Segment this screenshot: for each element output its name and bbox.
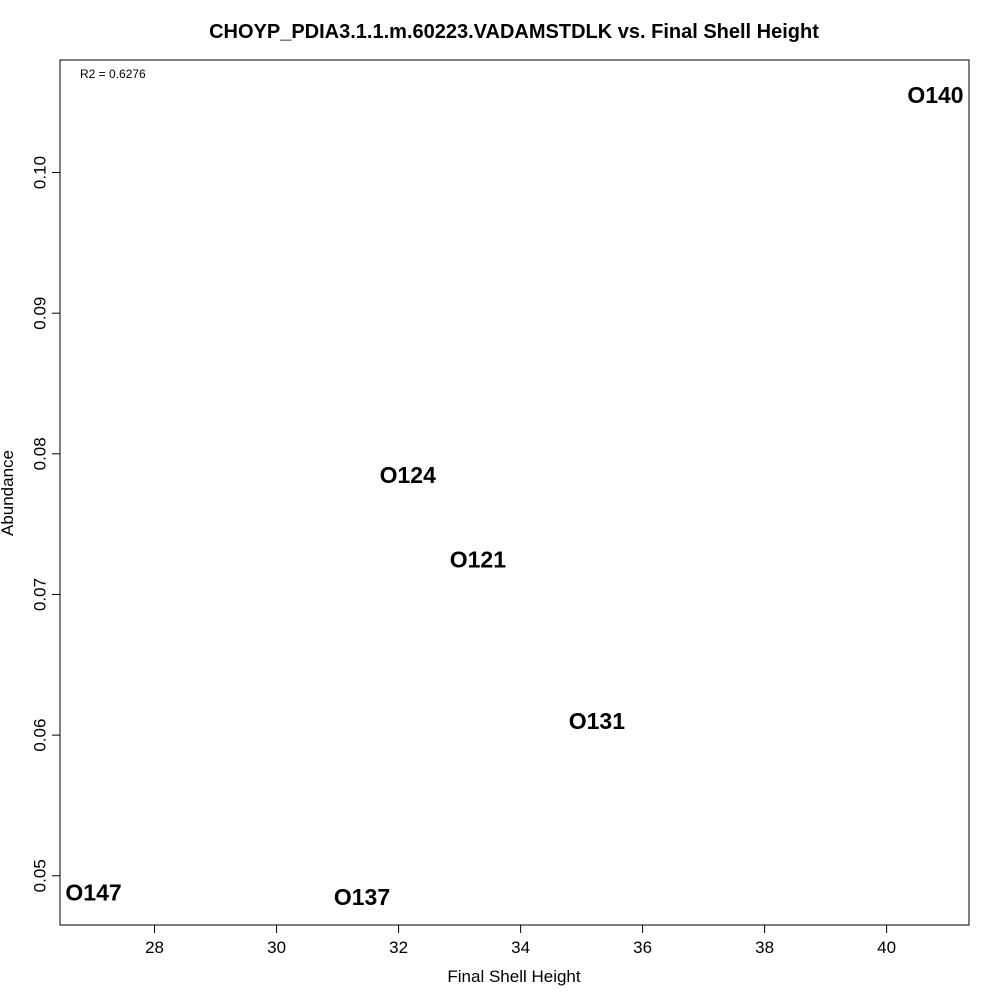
x-tick-label: 34 [511, 938, 530, 957]
plot-frame [59, 59, 970, 926]
y-tick-label: 0.05 [31, 859, 50, 892]
y-axis-label: Abundance [0, 450, 17, 536]
y-tick-label: 0.07 [31, 578, 50, 611]
x-axis-label: Final Shell Height [447, 967, 581, 986]
point-label: O121 [450, 546, 506, 572]
point-label: O147 [65, 880, 121, 906]
y-axis: 0.05 0.06 0.07 0.08 0.09 0.10 [31, 156, 61, 892]
x-tick-label: 38 [755, 938, 774, 957]
y-tick-label: 0.08 [31, 437, 50, 470]
point-label: O131 [569, 708, 625, 734]
x-tick-label: 30 [267, 938, 286, 957]
point-label: O140 [907, 82, 963, 108]
x-tick-label: 32 [389, 938, 408, 957]
r2-annotation: R2 = 0.6276 [80, 67, 146, 81]
y-tick-label: 0.09 [31, 297, 50, 330]
y-tick-label: 0.10 [31, 156, 50, 189]
y-tick-label: 0.06 [31, 719, 50, 752]
point-label: O137 [334, 884, 390, 910]
x-tick-label: 36 [633, 938, 652, 957]
point-label: O124 [380, 462, 436, 488]
x-tick-label: 40 [877, 938, 896, 957]
x-tick-label: 28 [145, 938, 164, 957]
chart-title: CHOYP_PDIA3.1.1.m.60223.VADAMSTDLK vs. F… [209, 21, 819, 43]
x-axis: 28 30 32 34 36 38 40 [145, 924, 896, 957]
point-labels: O140 O124 O121 O131 O147 O137 [65, 82, 963, 910]
